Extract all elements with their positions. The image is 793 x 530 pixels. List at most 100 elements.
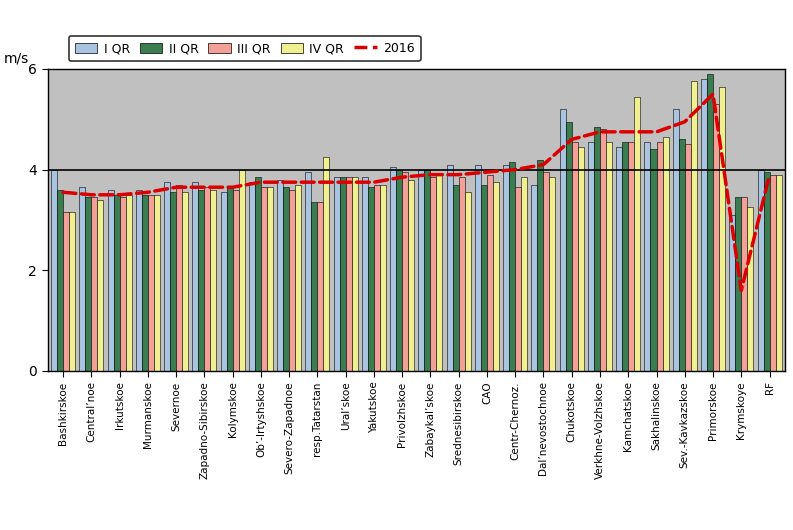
Bar — [120, 197, 125, 371]
Bar — [239, 170, 245, 371]
Bar — [572, 142, 578, 371]
Bar — [57, 190, 63, 371]
Bar — [154, 195, 160, 371]
Bar — [380, 185, 386, 371]
Bar — [578, 147, 584, 371]
Bar — [650, 149, 657, 371]
Bar — [79, 187, 86, 371]
Bar — [713, 104, 719, 371]
Bar — [390, 167, 396, 371]
Bar — [776, 175, 782, 371]
Bar — [170, 192, 176, 371]
Bar — [504, 165, 509, 371]
Bar — [431, 177, 436, 371]
Bar — [91, 197, 98, 371]
Bar — [351, 177, 358, 371]
Bar — [465, 192, 471, 371]
Bar — [368, 187, 374, 371]
Bar — [374, 185, 380, 371]
Bar — [283, 187, 289, 371]
Bar — [125, 195, 132, 371]
Bar — [255, 177, 261, 371]
Bar — [594, 127, 600, 371]
Bar — [538, 160, 543, 371]
Bar — [396, 170, 402, 371]
Bar — [210, 190, 216, 371]
Bar — [645, 142, 650, 371]
Bar — [232, 190, 239, 371]
Bar — [136, 190, 142, 371]
Bar — [509, 162, 515, 371]
Bar — [475, 165, 481, 371]
Bar — [346, 177, 351, 371]
Bar — [757, 170, 764, 371]
Bar — [747, 207, 753, 371]
Bar — [458, 177, 465, 371]
Bar — [565, 122, 572, 371]
Bar — [339, 177, 346, 371]
Bar — [98, 200, 103, 371]
Bar — [446, 165, 453, 371]
Bar — [334, 177, 339, 371]
Bar — [543, 172, 550, 371]
Bar — [588, 142, 594, 371]
Bar — [707, 74, 713, 371]
Bar — [521, 177, 527, 371]
Bar — [606, 142, 612, 371]
Bar — [86, 197, 91, 371]
Bar — [147, 195, 154, 371]
Bar — [305, 172, 312, 371]
Bar — [317, 202, 324, 371]
Text: m/s: m/s — [3, 52, 29, 66]
Bar — [142, 195, 147, 371]
Bar — [600, 129, 606, 371]
Bar — [63, 213, 69, 371]
Bar — [741, 197, 747, 371]
Bar — [560, 109, 565, 371]
Bar — [249, 182, 255, 371]
Bar — [453, 185, 458, 371]
Bar — [267, 187, 273, 371]
Bar — [402, 172, 408, 371]
Bar — [691, 82, 697, 371]
Bar — [701, 79, 707, 371]
Bar — [227, 187, 232, 371]
Bar — [193, 182, 198, 371]
Bar — [685, 144, 691, 371]
Bar — [436, 175, 442, 371]
Bar — [164, 182, 170, 371]
Bar — [719, 86, 725, 371]
Bar — [623, 142, 628, 371]
Legend: I QR, II QR, III QR, IV QR, 2016: I QR, II QR, III QR, IV QR, 2016 — [68, 36, 421, 61]
Bar — [108, 190, 113, 371]
Bar — [531, 185, 538, 371]
Bar — [261, 187, 267, 371]
Bar — [419, 170, 424, 371]
Bar — [634, 96, 640, 371]
Bar — [679, 139, 685, 371]
Bar — [198, 190, 205, 371]
Bar — [278, 180, 283, 371]
Bar — [362, 177, 368, 371]
Bar — [312, 202, 317, 371]
Bar — [735, 197, 741, 371]
Bar — [205, 187, 210, 371]
Bar — [51, 170, 57, 371]
Bar — [424, 170, 431, 371]
Bar — [289, 190, 295, 371]
Bar — [487, 175, 493, 371]
Bar — [730, 215, 735, 371]
Bar — [662, 137, 668, 371]
Bar — [324, 157, 329, 371]
Bar — [550, 177, 555, 371]
Bar — [672, 109, 679, 371]
Bar — [769, 175, 776, 371]
Bar — [481, 185, 487, 371]
Bar — [764, 172, 769, 371]
Bar — [493, 182, 499, 371]
Bar — [69, 213, 75, 371]
Bar — [220, 192, 227, 371]
Bar — [515, 187, 521, 371]
Bar — [628, 142, 634, 371]
Bar — [657, 142, 662, 371]
